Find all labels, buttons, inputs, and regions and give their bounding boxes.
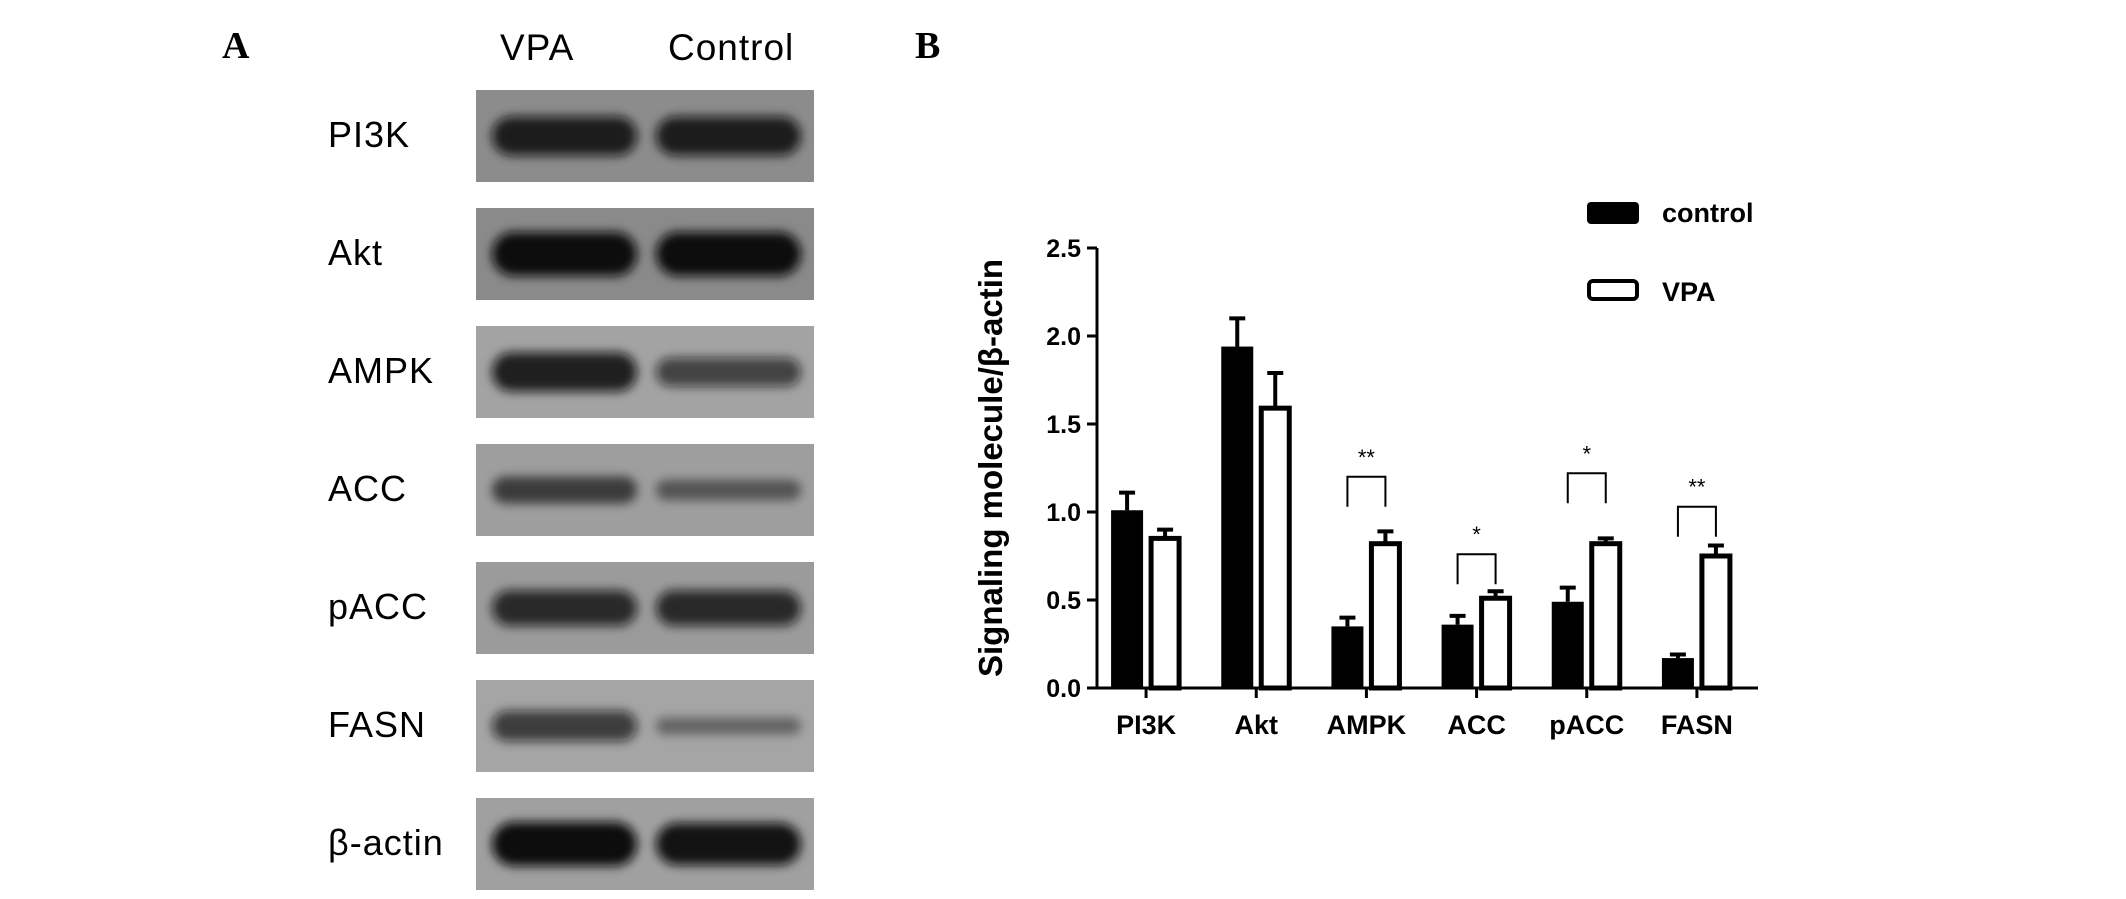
bar-control-pi3k [1111, 510, 1144, 688]
lane-label-vpa: VPA [500, 27, 574, 68]
blot-row-label: Akt [328, 232, 383, 273]
blot-band-control [656, 479, 801, 501]
blot-row-label: FASN [328, 704, 426, 745]
significance-mark: ** [1688, 475, 1706, 500]
bar-vpa-ampk [1368, 541, 1402, 691]
panel-b-letter: B [915, 25, 940, 67]
significance-annotations: ****** [1346, 441, 1717, 585]
y-tick-label: 2.5 [1046, 235, 1081, 263]
x-tick-label: ACC [1447, 710, 1506, 740]
significance-mark: ** [1358, 445, 1376, 470]
significance-bracket [1566, 472, 1607, 504]
blot-band-vpa [492, 232, 637, 276]
significance-bracket [1346, 475, 1387, 507]
blot-row-label: pACC [328, 586, 428, 627]
blot-band-control [656, 232, 801, 276]
y-tick-label: 0.5 [1046, 587, 1081, 615]
legend-swatch-control [1587, 202, 1639, 224]
bar-control-akt [1221, 346, 1254, 688]
blot-band-control [656, 590, 801, 626]
bar-control-ampk [1331, 626, 1364, 688]
blot-band-control [656, 357, 801, 387]
x-tick-label: AMPK [1327, 710, 1407, 740]
legend-label-vpa: VPA [1662, 277, 1716, 307]
x-tick-label: pACC [1549, 710, 1624, 740]
legend-swatch-vpa [1587, 279, 1639, 301]
western-blot-strips: PI3K Akt AMPK ACC pACC FASN β-actin [328, 90, 814, 890]
significance-bracket [1456, 553, 1497, 585]
x-tick-label: FASN [1661, 710, 1733, 740]
bar-chart: 0.0 0.5 1.0 1.5 2.0 2.5 Signaling molecule/β-a… [972, 198, 1758, 740]
blot-band-vpa [492, 116, 637, 156]
y-tick-label: 0.0 [1046, 675, 1081, 703]
blot-band-vpa [492, 352, 637, 392]
chart-legend: control VPA [1587, 198, 1754, 307]
y-tick-label: 1.5 [1046, 411, 1081, 439]
blot-row-label: PI3K [328, 114, 410, 155]
panel-a: A VPA Control PI3K Akt AMPK ACC pACC FASN β-ac… [222, 25, 814, 890]
panel-b: B 0.0 0.5 1.0 1.5 2.0 2.5 Signaling molecule/β… [915, 25, 1758, 740]
bar-vpa-acc [1479, 595, 1513, 691]
blot-band-control [656, 822, 801, 866]
significance-bracket [1676, 505, 1717, 537]
bar-vpa-pi3k [1148, 535, 1182, 691]
panel-a-letter: A [222, 25, 250, 67]
bar-vpa-akt [1258, 405, 1292, 691]
bar-control-fasn [1661, 658, 1694, 688]
blot-row-label: ACC [328, 468, 407, 509]
legend-label-control: control [1662, 198, 1754, 228]
blot-band-vpa [492, 476, 637, 504]
blot-band-control [656, 717, 801, 735]
blot-row-label: β-actin [328, 822, 444, 863]
bar-control-pacc [1551, 601, 1584, 688]
y-axis-title: Signaling molecule/β-actin [972, 259, 1009, 677]
significance-mark: * [1472, 522, 1481, 547]
blot-band-control [656, 116, 801, 156]
x-tick-label: PI3K [1116, 710, 1177, 740]
blot-band-vpa [492, 710, 637, 742]
bar-vpa-fasn [1699, 553, 1733, 691]
chart-axes: 0.0 0.5 1.0 1.5 2.0 2.5 Signaling molecule/β-a… [972, 235, 1758, 740]
y-tick-label: 2.0 [1046, 323, 1081, 351]
lane-label-control: Control [668, 27, 794, 68]
bar-control-acc [1441, 624, 1474, 688]
blot-band-vpa [492, 822, 637, 866]
x-tick-label: Akt [1234, 710, 1278, 740]
blot-row-label: AMPK [328, 350, 434, 391]
significance-mark: * [1582, 441, 1591, 466]
chart-bars [1111, 316, 1733, 691]
y-tick-label: 1.0 [1046, 499, 1081, 527]
blot-band-vpa [492, 590, 637, 626]
bar-vpa-pacc [1589, 541, 1623, 691]
